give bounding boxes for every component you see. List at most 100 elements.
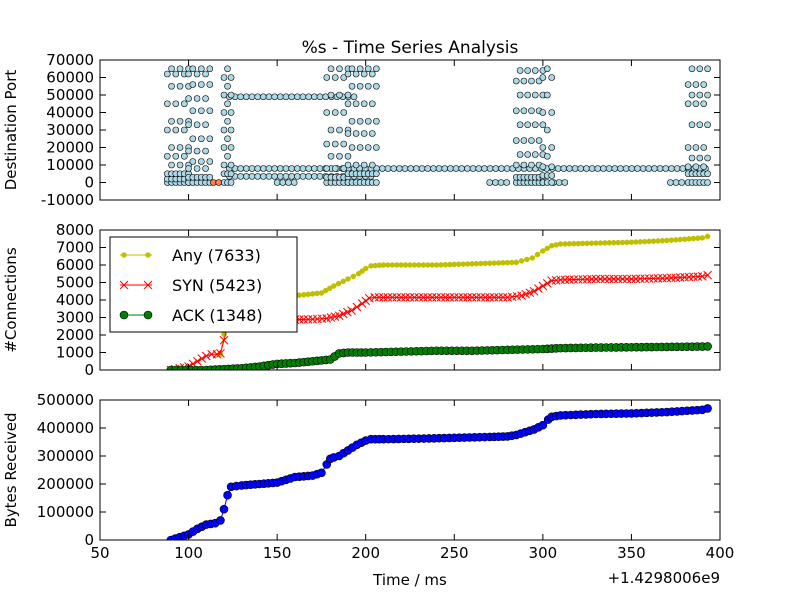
- series-marker: [219, 504, 229, 514]
- scatter-point: [639, 165, 647, 172]
- scatter-point: [311, 165, 318, 172]
- series-marker: [703, 342, 712, 351]
- scatter-point: [323, 140, 331, 148]
- series-marker-b: [201, 351, 211, 361]
- series-marker-b: [432, 293, 441, 302]
- series-marker-b: [498, 293, 508, 302]
- scatter-point: [356, 82, 364, 90]
- series-marker: [322, 287, 329, 294]
- series-marker-b: [197, 354, 207, 363]
- scatter-point: [288, 173, 295, 180]
- scatter-point: [413, 165, 420, 172]
- series-marker-b: [582, 274, 592, 284]
- scatter-point: [684, 163, 692, 171]
- series-marker: [518, 258, 525, 264]
- scatter-point: [704, 170, 711, 178]
- scatter-point: [498, 165, 505, 172]
- scatter-point: [704, 154, 711, 162]
- series-marker: [345, 276, 351, 282]
- series-marker-b: [658, 273, 667, 283]
- scatter-point: [340, 140, 348, 148]
- series-marker-b: [458, 293, 468, 302]
- series-marker-b: [441, 293, 450, 302]
- scatter-point: [516, 151, 524, 158]
- scatter-point: [277, 93, 284, 101]
- scatter-point: [696, 65, 704, 73]
- scatter-point: [279, 179, 287, 186]
- series-marker-b: [216, 349, 225, 358]
- scatter-point: [185, 165, 192, 172]
- scatter-point: [193, 121, 201, 129]
- series-marker: [703, 404, 712, 413]
- scatter-point: [168, 161, 175, 169]
- scatter-point: [294, 93, 301, 101]
- y-tick-label: 70000: [46, 51, 94, 69]
- scatter-point: [555, 179, 563, 186]
- scatter-point: [531, 151, 539, 158]
- series-marker-b: [560, 275, 570, 285]
- scatter-point: [486, 179, 494, 186]
- series-marker-b: [436, 293, 446, 302]
- scatter-point: [554, 165, 562, 172]
- y-tick-label: 2000: [56, 326, 94, 344]
- series-marker-b: [569, 275, 579, 284]
- series-marker-b: [635, 274, 645, 284]
- series-marker-b: [219, 335, 229, 345]
- scatter-point: [168, 144, 175, 151]
- scatter-point: [684, 100, 692, 108]
- scatter-point: [611, 165, 619, 172]
- series-marker-b: [613, 274, 623, 284]
- scatter-point: [176, 144, 184, 151]
- scatter-point: [531, 91, 539, 99]
- scatter-point: [198, 81, 205, 88]
- scatter-point: [516, 121, 524, 129]
- y-tick-label: 30000: [46, 121, 94, 139]
- scatter-point: [206, 65, 214, 73]
- y-tick-label: 0: [84, 174, 94, 192]
- scatter-point: [516, 67, 524, 74]
- y-tick-label: 6000: [56, 256, 94, 274]
- scatter-point: [164, 100, 171, 108]
- scatter-point: [700, 81, 708, 88]
- scatter-point: [220, 126, 228, 134]
- series-marker-b: [573, 275, 583, 284]
- scatter-point: [548, 179, 556, 186]
- scatter-point: [352, 70, 360, 78]
- scatter-point: [305, 165, 312, 172]
- scatter-point: [254, 173, 261, 180]
- scatter-point: [285, 179, 292, 186]
- scatter-point: [189, 107, 197, 115]
- x-tick-label: 150: [263, 544, 292, 562]
- scatter-point: [168, 117, 175, 125]
- series-marker-b: [405, 293, 415, 302]
- series-marker-b: [374, 293, 384, 302]
- scatter-point: [704, 65, 711, 73]
- series-marker: [544, 245, 551, 252]
- scatter-point: [696, 91, 704, 99]
- scatter-point: [202, 70, 209, 78]
- y-tick-label: 50000: [46, 86, 94, 104]
- scatter-point: [168, 82, 175, 90]
- scatter-point: [224, 117, 231, 125]
- scatter-point: [700, 144, 708, 151]
- scatter-point: [327, 91, 335, 99]
- scatter-point: [181, 152, 188, 160]
- series-marker-b: [697, 272, 707, 281]
- scatter-point: [634, 165, 641, 172]
- scatter-point: [237, 93, 244, 101]
- y-tick-label: 10000: [46, 156, 94, 174]
- scatter-point: [220, 109, 228, 116]
- scatter-point: [340, 109, 348, 116]
- series-marker: [540, 248, 546, 254]
- scatter-point: [181, 126, 188, 134]
- scatter-point: [271, 173, 278, 180]
- scatter-point: [368, 70, 376, 78]
- scatter-point: [622, 165, 630, 172]
- series-marker-b: [472, 293, 481, 302]
- series-marker: [513, 259, 520, 266]
- scatter-point: [327, 126, 335, 134]
- series-marker-b: [622, 274, 632, 284]
- series-marker-b: [596, 274, 605, 284]
- scatter-point: [373, 65, 380, 73]
